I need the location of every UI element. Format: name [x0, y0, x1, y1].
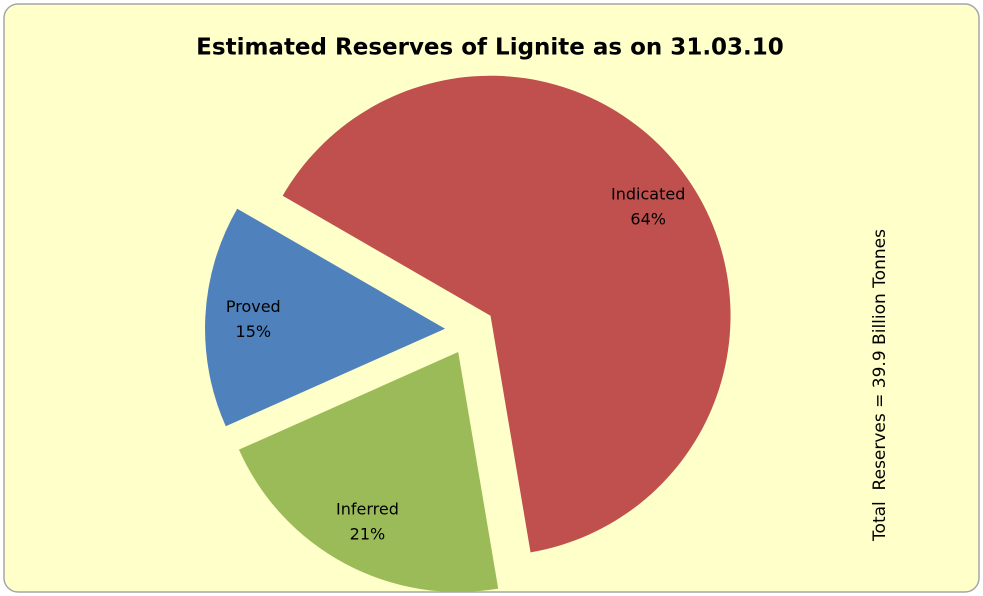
pie-slice: [282, 75, 731, 553]
pie-slice: [205, 208, 446, 427]
annotation: Total Reserves = 39.9 Billion Tonnes: [870, 229, 890, 542]
chart-title: Estimated Reserves of Lignite as on 31.0…: [196, 35, 784, 61]
slice-value-label: 15%: [236, 322, 272, 341]
slice-label: Proved: [226, 297, 281, 316]
slice-label: Indicated: [611, 185, 685, 204]
slice-value-label: 21%: [350, 525, 386, 544]
pie-slice: [238, 352, 499, 593]
slice-label: Inferred: [336, 500, 399, 519]
slice-value-label: 64%: [630, 210, 666, 229]
